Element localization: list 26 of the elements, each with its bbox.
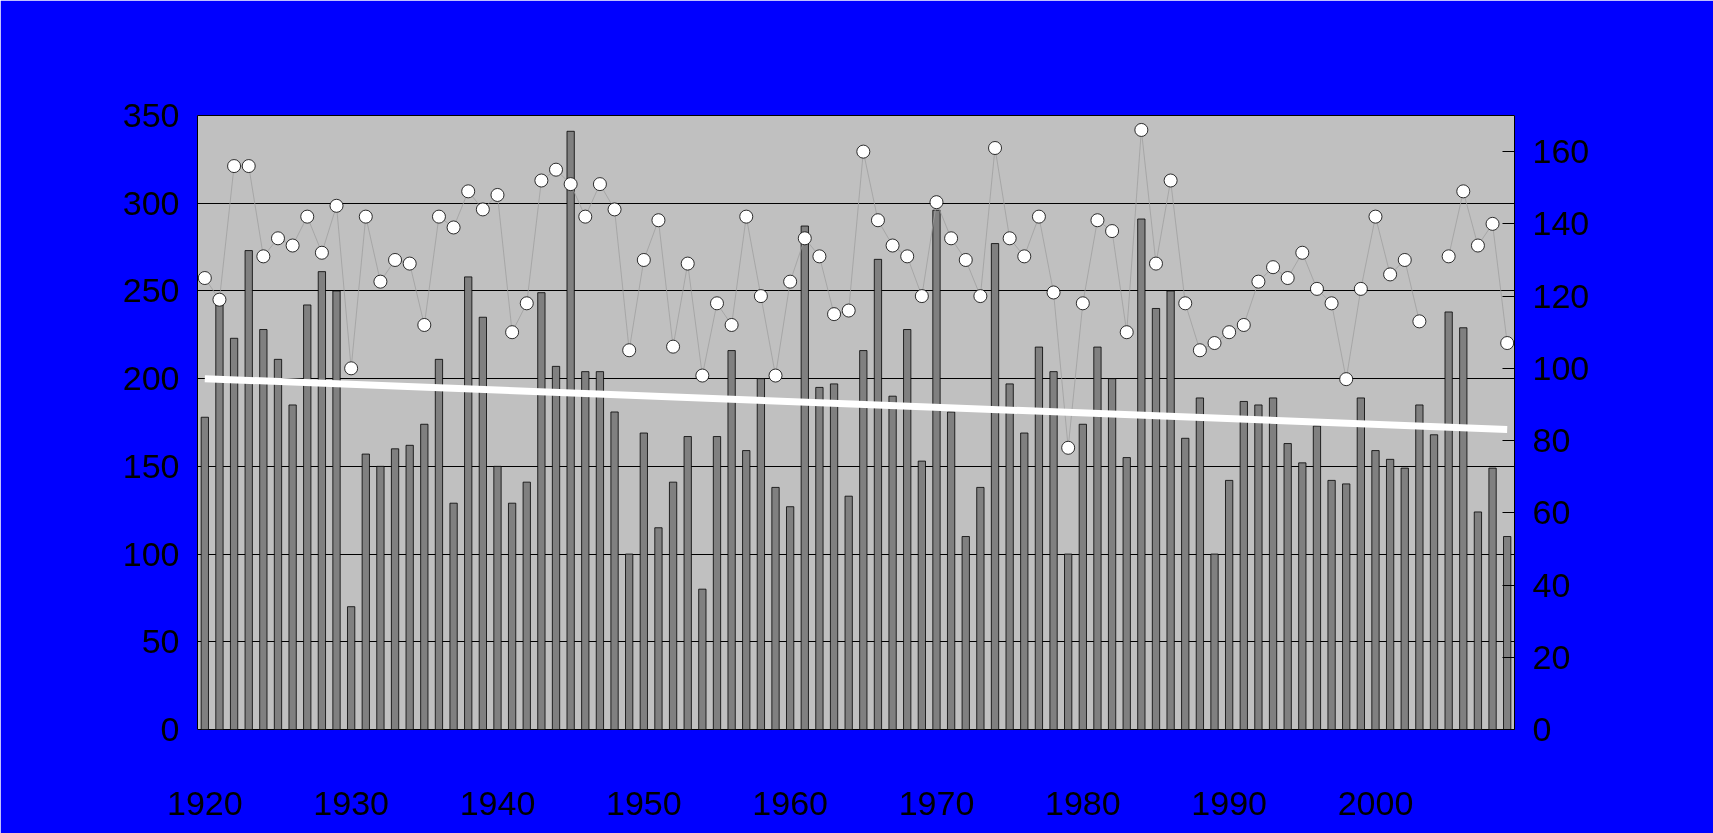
x-tick-label: 1970 [898, 783, 975, 822]
x-tick-label: 1980 [1045, 783, 1121, 822]
x-tick-label: 1930 [313, 783, 389, 822]
y-tick-label: 0 [160, 710, 180, 748]
y-tick-label: 250 [122, 271, 180, 310]
y2-tick-label: 120 [1532, 276, 1590, 315]
y-tick-label: 150 [122, 446, 180, 485]
y2-tick-label: 60 [1532, 493, 1571, 532]
y2-tick-label: 100 [1532, 348, 1590, 387]
x-tick-label: 1950 [606, 783, 682, 822]
y-tick-label: 50 [141, 622, 180, 661]
y-tick-label: 100 [122, 534, 180, 573]
y-tick-label: 300 [122, 183, 180, 222]
y2-tick-label: 80 [1532, 421, 1571, 460]
x-tick-label: 2000 [1337, 783, 1414, 822]
x-tick-label: 1990 [1191, 783, 1267, 822]
y2-tick-label: 160 [1532, 132, 1590, 171]
y2-tick-label: 140 [1532, 204, 1590, 243]
y2-tick-label: 0 [1532, 710, 1552, 748]
y2-tick-label: 40 [1532, 565, 1571, 604]
y2-tick-label: 20 [1532, 637, 1571, 676]
x-tick-label: 1940 [459, 783, 536, 822]
y-tick-label: 200 [122, 359, 180, 398]
x-tick-label: 1960 [752, 783, 828, 822]
y-tick-label: 350 [122, 96, 180, 134]
x-tick-label: 1920 [167, 783, 243, 822]
